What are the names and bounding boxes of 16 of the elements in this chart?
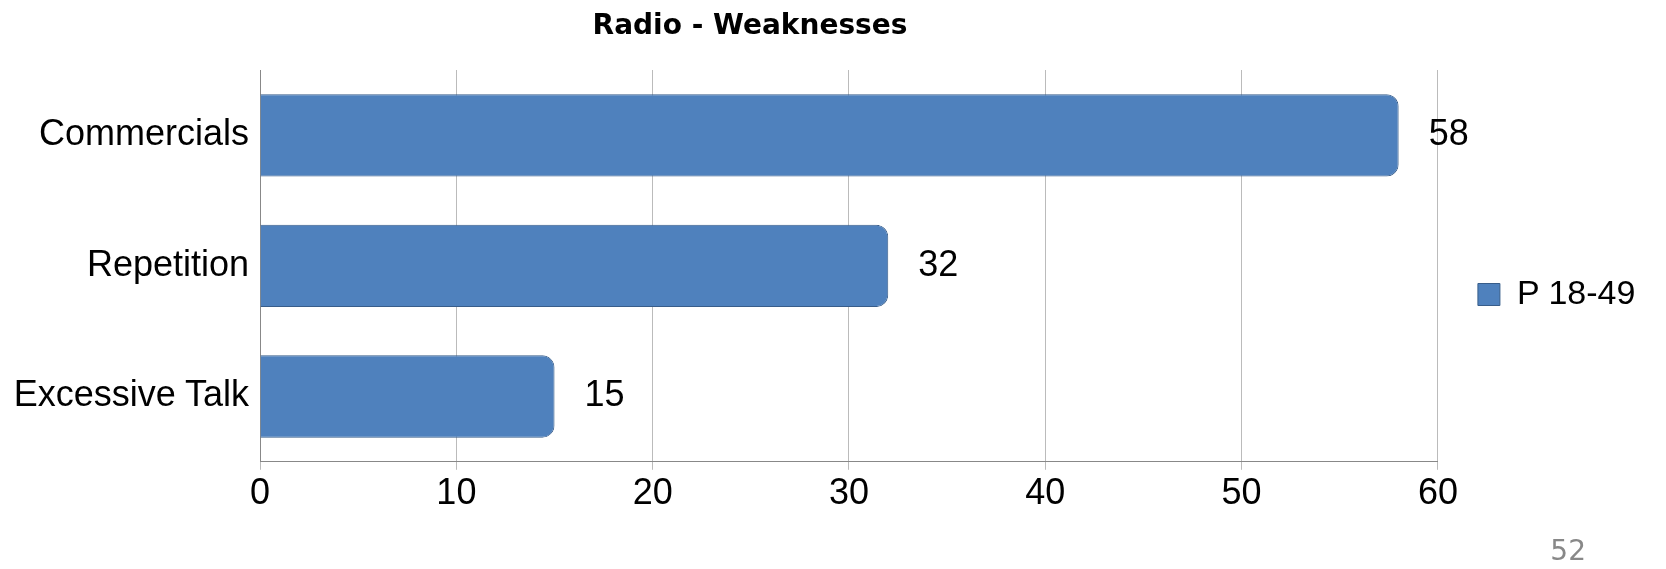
data-label: 58: [1428, 112, 1469, 154]
x-tick-label: 0: [250, 471, 271, 513]
x-tick-label: 20: [632, 471, 673, 513]
x-tick-label: 60: [1417, 471, 1458, 513]
data-label: 32: [918, 242, 959, 284]
text: 52: [1550, 534, 1586, 567]
x-tick-label: 10: [436, 471, 477, 513]
chart-title: Radio - Weaknesses: [591, 8, 909, 41]
y-tick-label: Repetition: [86, 242, 250, 284]
x-tick-label: 40: [1025, 471, 1066, 513]
y-tick-label: Commercials: [39, 112, 250, 154]
x-tick-label: 50: [1221, 471, 1262, 513]
x-tick-label: 30: [828, 471, 870, 513]
data-label: 15: [584, 373, 625, 415]
y-tick-label: Excessive Talk: [13, 373, 251, 415]
legend-label: P 18-49: [1516, 272, 1636, 311]
